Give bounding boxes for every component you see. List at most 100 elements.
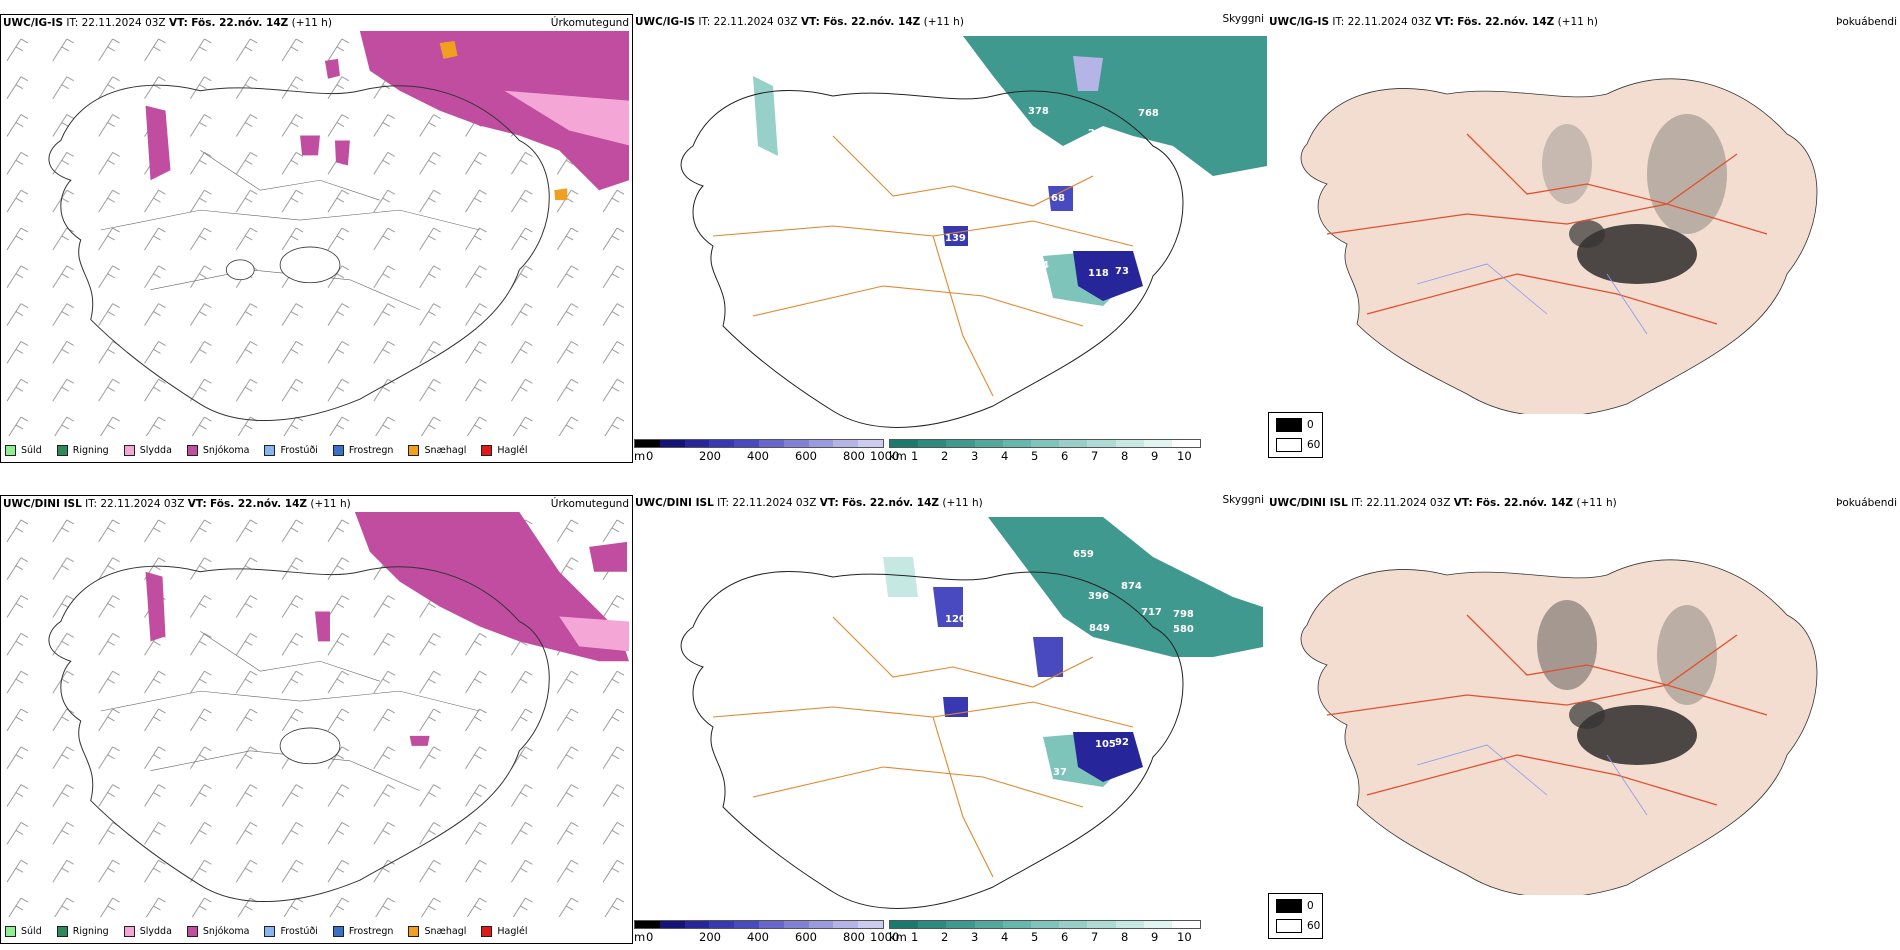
it-value: 22.11.2024 03Z [732,497,817,509]
km-tick: 2 [941,449,949,463]
panel-title: Úrkomutegund [550,498,629,510]
snow-area [359,31,630,191]
legend-label: Frostúði [280,444,318,456]
precip-type-panel-dini: UWC/DINI ISL IT: 22.11.2024 03Z VT: Fös.… [0,495,633,944]
legend-label: Slydda [139,925,172,937]
swatch-freezing-rain [332,925,344,937]
legend-item: Frostúði [264,925,318,937]
vt-label: VT: [800,16,820,28]
km-tick: 9 [1151,930,1159,944]
legend-item: Frostregn [332,925,393,937]
lead-time: (+11 h) [310,498,351,510]
vis-value: 120 [945,614,966,625]
legend-label: Haglél [497,444,528,456]
m-tick: 0 [646,930,654,944]
km-tick: 6 [1061,449,1069,463]
m-tick: 400 [747,449,769,463]
legend-item: Súld [5,444,42,456]
vis-value: 37 [1053,767,1067,778]
km-tick: 5 [1031,449,1039,463]
iceland-map [1,31,632,436]
lead-time: (+11 h) [923,16,964,28]
it-value: 22.11.2024 03Z [713,16,798,28]
legend-label: Snjókoma [202,444,250,456]
fog-label-dark: 0 [1307,900,1314,912]
fog-indicator-panel-igis: UWC/IG-IS IT: 22.11.2024 03Z VT: Fös. 22… [1267,14,1900,414]
legend-item: Slydda [123,925,172,937]
vis-value: 874 [1121,581,1142,592]
snow-area [354,512,630,662]
precip-legend: Súld Rigning Slydda Snjókoma Frostúði Fr… [5,442,628,458]
it-value: 22.11.2024 03Z [1347,16,1432,28]
legend-label: Snæhagl [424,925,467,937]
vis-value: 798 [1173,609,1194,620]
km-tick: 6 [1061,930,1069,944]
legend-label: Rigning [72,925,109,937]
panel-header: UWC/IG-IS IT: 22.11.2024 03Z VT: Fös. 22… [1,15,632,31]
vis-value: 204 [1028,260,1049,271]
vis-value: 717 [1141,607,1162,618]
vis-value: 849 [1089,623,1110,634]
swatch-rain [56,925,68,937]
km-unit: km [889,930,907,944]
lead-time: (+11 h) [291,17,332,29]
model-name: UWC/IG-IS [635,16,696,28]
iceland-map [1267,34,1900,414]
swatch-snow-pellets [408,925,420,937]
m-tick: 0 [646,449,654,463]
panel-header: UWC/DINI ISL IT: 22.11.2024 03Z VT: Fös.… [1267,495,1900,511]
legend-item: Snæhagl [408,925,467,937]
swatch-snow [186,925,198,937]
vis-value: 92 [1115,737,1129,748]
visibility-colorbar-m: m 0 200 400 600 800 [634,439,884,463]
fog-area [1073,732,1143,782]
legend-label: Frostúði [280,925,318,937]
legend-item: Súld [5,925,42,937]
vis-value: 139 [945,233,966,244]
low-vis-area [988,517,1263,657]
fog-swatch-dark [1276,418,1302,432]
m-tick: 600 [795,449,817,463]
m-tick: 1000 [870,930,900,944]
swatch-rain [56,444,68,456]
vis-value: 260 [1088,128,1109,139]
legend-item: Snæhagl [408,444,467,456]
legend-label: Rigning [72,444,109,456]
fog-dense [1577,705,1697,765]
fog-legend: 0 60 [1268,893,1323,939]
legend-item: Rigning [56,444,109,456]
fog-label-light: 60 [1307,439,1321,451]
precip-type-panel-igis: UWC/IG-IS IT: 22.11.2024 03Z VT: Fös. 22… [0,14,633,463]
km-tick: 10 [1177,449,1192,463]
km-tick: 4 [1001,930,1009,944]
fog-label-light: 60 [1307,920,1321,932]
legend-label: Slydda [139,444,172,456]
legend-label: Snæhagl [424,444,467,456]
legend-item: Snjókoma [186,444,250,456]
swatch-drizzle [5,444,16,456]
visibility-colorbar-km: km 1 2 3 4 5 6 7 8 9 10 [889,439,1201,463]
precip-legend: Súld Rigning Slydda Snjókoma Frostúði Fr… [5,923,628,939]
it-value: 22.11.2024 03Z [100,498,185,510]
km-tick: 2 [941,930,949,944]
vis-value: 768 [1138,108,1159,119]
km-tick: 10 [1177,930,1192,944]
legend-label: Súld [21,925,42,937]
m-colorbar [634,439,884,448]
legend-label: Súld [21,444,42,456]
model-name: UWC/DINI ISL [3,498,82,510]
vis-value: 191 [1026,741,1047,752]
fog-swatch-light [1276,919,1302,933]
vis-value: 105 [1095,739,1116,750]
iceland-map [1,512,632,917]
panel-title: Þokuábendi [1836,16,1897,28]
fog-legend: 0 60 [1268,412,1323,458]
vt-label: VT: [1453,497,1473,509]
km-tick: 9 [1151,449,1159,463]
snow-pellets [439,40,458,59]
km-tick: 7 [1091,930,1099,944]
m-unit: m [634,930,646,944]
km-tick: 3 [971,449,979,463]
vis-value: 118 [1088,268,1109,279]
panel-title: Þokuábendi [1836,497,1897,509]
